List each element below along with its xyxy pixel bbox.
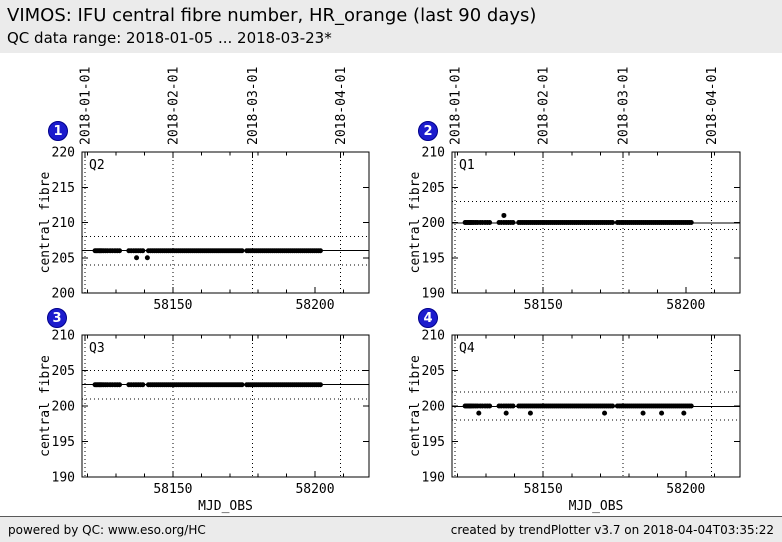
- page-title: VIMOS: IFU central fibre number, HR_oran…: [7, 5, 537, 26]
- plot-border: [81, 334, 370, 478]
- panel-badge-4: 4: [418, 308, 438, 328]
- data-point-outlier: [144, 255, 150, 261]
- x-tick-label: 58150: [524, 482, 563, 497]
- y-tick-label: 195: [422, 435, 445, 450]
- panel-key-label: Q1: [459, 158, 475, 173]
- y-tick-label: 210: [52, 216, 75, 231]
- y-tick-label: 205: [52, 251, 75, 266]
- data-point: [510, 403, 516, 409]
- plot-panel-q2: 2018-01-01 2018-02-01 2018-03-01 2018-04-01…: [38, 67, 370, 313]
- date-tick-label: 2018-03-01: [617, 67, 632, 145]
- data-point: [140, 248, 146, 254]
- y-tick-label: 200: [422, 216, 445, 231]
- created-by-text: created by trendPlotter v3.7 on 2018-04-…: [450, 522, 774, 537]
- date-tick-label: 2018-04-01: [705, 67, 720, 145]
- date-tick-label: 2018-01-01: [448, 67, 463, 145]
- x-tick-label: 58150: [153, 298, 192, 313]
- footer-bar: powered by QC: www.eso.org/HC created by…: [0, 516, 782, 542]
- x-tick-label: 58200: [295, 482, 334, 497]
- data-point-outlier: [503, 410, 509, 416]
- data-point: [688, 220, 694, 225]
- panel-key-label: Q4: [459, 341, 475, 356]
- data-point-outlier: [602, 410, 608, 416]
- y-tick-label: 190: [52, 471, 75, 486]
- x-tick-label: 58200: [666, 298, 705, 313]
- data-point-outlier: [476, 410, 482, 416]
- data-point: [610, 220, 616, 225]
- y-tick-label: 205: [52, 364, 75, 379]
- y-axis-label: central fibre: [38, 355, 53, 457]
- data-point-outlier: [659, 410, 665, 416]
- y-tick-label: 210: [422, 146, 445, 161]
- y-tick-label: 200: [52, 287, 75, 302]
- date-tick-label: 2018-02-01: [166, 67, 181, 145]
- y-tick-label: 205: [422, 181, 445, 196]
- data-point-outlier: [681, 410, 687, 416]
- plot-border: [81, 151, 370, 294]
- data-point: [317, 382, 323, 388]
- data-point: [487, 220, 493, 225]
- x-axis-label: MJD_OBS: [198, 499, 253, 514]
- y-tick-label: 190: [422, 471, 445, 486]
- y-tick-label: 200: [422, 400, 445, 415]
- y-tick-label: 210: [52, 329, 75, 344]
- qc-data-range: QC data range: 2018-01-05 ... 2018-03-23…: [7, 29, 332, 47]
- data-point: [239, 248, 245, 254]
- y-tick-label: 190: [422, 287, 445, 302]
- panel-key-label: Q2: [89, 158, 105, 173]
- data-point-outlier: [640, 410, 646, 416]
- date-tick-label: 2018-01-01: [78, 67, 93, 145]
- data-point: [317, 248, 323, 254]
- date-tick-label: 2018-04-01: [334, 67, 349, 145]
- data-point: [117, 248, 123, 254]
- date-tick-label: 2018-03-01: [246, 67, 261, 145]
- y-axis-label: central fibre: [38, 171, 53, 273]
- data-point-outlier: [527, 410, 533, 416]
- data-point: [510, 220, 516, 225]
- data-point: [688, 403, 694, 409]
- panel-badge-3: 3: [47, 308, 67, 328]
- date-tick-label: 2018-02-01: [537, 67, 552, 145]
- data-point-outlier: [134, 255, 140, 261]
- y-tick-label: 205: [422, 364, 445, 379]
- data-point: [239, 382, 245, 388]
- panel-badge-2: 2: [418, 121, 438, 141]
- y-axis-label: central fibre: [408, 171, 423, 273]
- data-point: [117, 382, 123, 388]
- y-axis-label: central fibre: [408, 355, 423, 457]
- y-tick-label: 210: [422, 329, 445, 344]
- x-axis-label: MJD_OBS: [569, 499, 624, 514]
- y-tick-label: 195: [52, 435, 75, 450]
- y-tick-label: 195: [422, 251, 445, 266]
- y-tick-label: 220: [52, 146, 75, 161]
- x-tick-label: 58150: [524, 298, 563, 313]
- plot-panel-q3: 190 195 200 205 210 58150 58200 Q3 central fibre…: [38, 329, 370, 514]
- x-tick-label: 58150: [153, 482, 192, 497]
- y-tick-label: 215: [52, 181, 75, 196]
- y-tick-label: 200: [52, 400, 75, 415]
- data-point: [610, 403, 616, 409]
- plot-panel-q1: 2018-01-01 2018-02-01 2018-03-01 2018-04-01…: [408, 67, 741, 313]
- panel-key-label: Q3: [89, 341, 105, 356]
- x-tick-label: 58200: [666, 482, 705, 497]
- panel-badge-1: 1: [48, 121, 68, 141]
- x-tick-label: 58200: [295, 298, 334, 313]
- powered-by-text: powered by QC: www.eso.org/HC: [8, 522, 206, 537]
- header-bar: VIMOS: IFU central fibre number, HR_oran…: [0, 0, 782, 53]
- data-point: [140, 382, 146, 388]
- data-point-outlier: [501, 212, 507, 218]
- plot-panel-q4: 190 195 200 205 210 58150 58200 Q4 central fibre…: [408, 329, 741, 514]
- data-point: [487, 403, 493, 409]
